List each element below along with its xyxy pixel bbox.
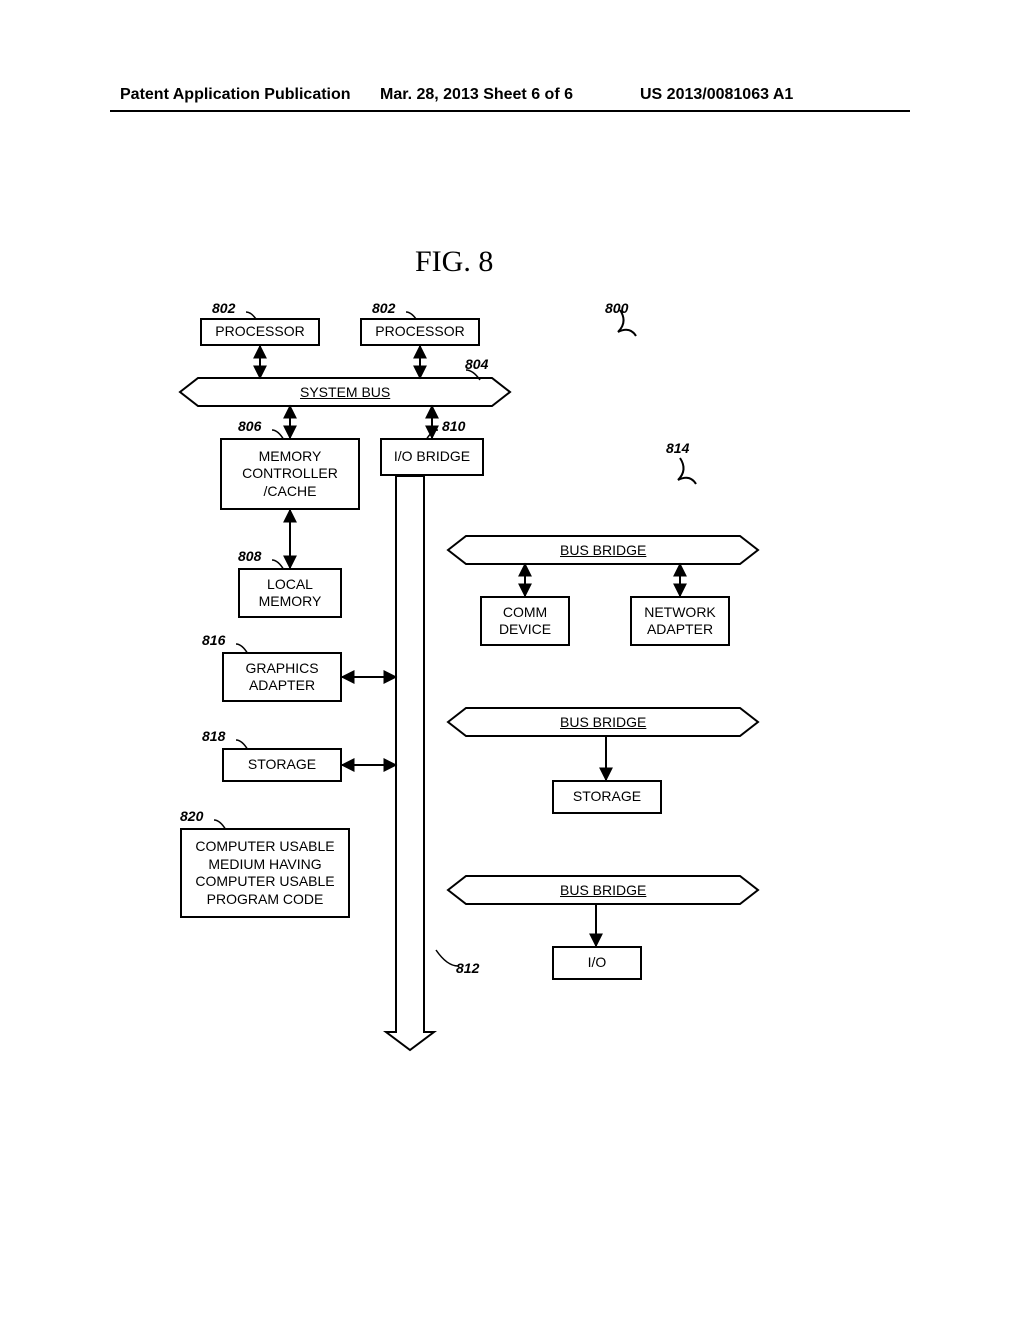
bus-bb1-label: BUS BRIDGE (560, 542, 646, 558)
box-proc2: PROCESSOR (360, 318, 480, 346)
figure-title: FIG. 8 (415, 245, 493, 279)
box-netadp: NETWORKADAPTER (630, 596, 730, 646)
box-proc1: PROCESSOR (200, 318, 320, 346)
box-localmem: LOCALMEMORY (238, 568, 342, 618)
ref-800: 800 (605, 300, 628, 316)
ref-814: 814 (666, 440, 689, 456)
header-right: US 2013/0081063 A1 (640, 86, 793, 104)
ref-820: 820 (180, 808, 203, 824)
box-iobridge: I/O BRIDGE (380, 438, 484, 476)
bus-bb3-label: BUS BRIDGE (560, 882, 646, 898)
ref-802b: 802 (372, 300, 395, 316)
header-left: Patent Application Publication (120, 86, 351, 104)
header-mid: Mar. 28, 2013 Sheet 6 of 6 (380, 86, 573, 104)
box-storage1: STORAGE (222, 748, 342, 782)
ref-812: 812 (456, 960, 479, 976)
ref-804: 804 (465, 356, 488, 372)
ref-802a: 802 (212, 300, 235, 316)
ref-810: 810 (442, 418, 465, 434)
box-memctl: MEMORYCONTROLLER/CACHE (220, 438, 360, 510)
box-comm: COMMDEVICE (480, 596, 570, 646)
box-medium: COMPUTER USABLEMEDIUM HAVINGCOMPUTER USA… (180, 828, 350, 918)
ref-808: 808 (238, 548, 261, 564)
ref-818: 818 (202, 728, 225, 744)
ref-806: 806 (238, 418, 261, 434)
figure-diagram: PROCESSOR PROCESSOR MEMORYCONTROLLER/CACHE… (180, 300, 820, 1100)
bus-bb2-label: BUS BRIDGE (560, 714, 646, 730)
header-rule (110, 110, 910, 112)
bus-sysbus-label: SYSTEM BUS (300, 384, 390, 400)
ref-816: 816 (202, 632, 225, 648)
box-storage2: STORAGE (552, 780, 662, 814)
box-io: I/O (552, 946, 642, 980)
box-gfx: GRAPHICSADAPTER (222, 652, 342, 702)
